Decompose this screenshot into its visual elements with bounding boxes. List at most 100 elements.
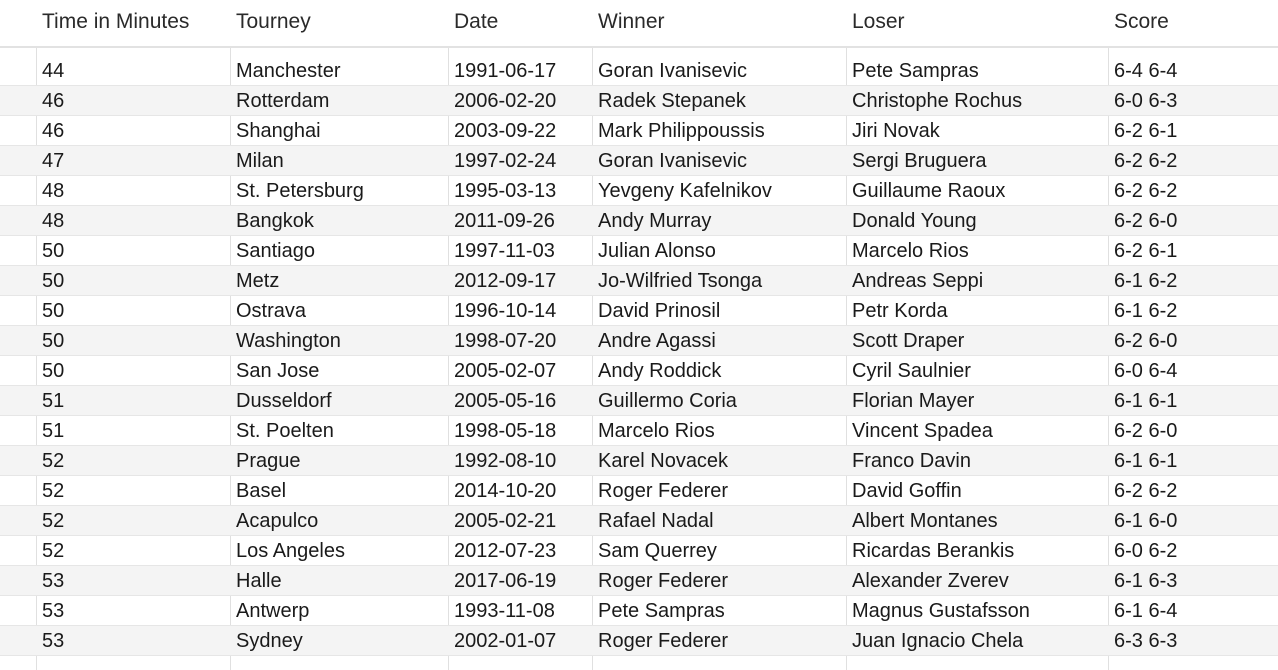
table-row[interactable]: 48 Bangkok 2011-09-26 Andy Murray Donald You… [0,206,1278,236]
cell-time: 46 [42,120,65,142]
column-header-loser[interactable]: Loser [852,10,905,33]
cell-tourney: Ostrava [236,300,307,322]
table-row[interactable]: 47 Milan 1997-02-24 Goran Ivanisevic Sergi B… [0,146,1278,176]
cell-score: 6-3 6-3 [1114,630,1178,652]
cell-time: 52 [42,480,65,502]
cell-score: 6-1 6-2 [1114,300,1178,322]
table-row[interactable]: 53 Sydney 2002-01-07 Roger Federer Juan Igna… [0,626,1278,656]
cell-score: 6-1 6-3 [1114,570,1178,592]
cell-tourney: St. Poelten [236,420,334,442]
column-header-time[interactable]: Time in Minutes [42,10,190,33]
cell-loser: Cyril Saulnier [852,360,971,382]
cell-winner: Radek Stepanek [598,90,746,112]
cell-winner: Roger Federer [598,570,729,592]
cell-loser: Guillaume Raoux [852,180,1006,202]
column-header-date[interactable]: Date [454,10,499,33]
cell-winner: Rafael Nadal [598,510,714,532]
cell-loser: Christophe Rochus [852,90,1023,112]
cell-winner: Julian Alonso [598,240,716,262]
cell-tourney: Santiago [236,240,315,262]
table-header: Time in Minutes Tourney Date Winner Lose… [0,0,1278,48]
cell-time: 53 [42,570,65,592]
table-row[interactable]: 52 Los Angeles 2012-07-23 Sam Querrey Ricard… [0,536,1278,566]
column-header-winner[interactable]: Winner [598,10,665,33]
cell-score: 6-2 6-1 [1114,120,1178,142]
cell-time: 50 [42,240,65,262]
column-header-score[interactable]: Score [1114,10,1169,33]
cell-date: 2012-07-23 [454,540,557,562]
cell-score: 6-2 6-0 [1114,210,1178,232]
cell-time: 52 [42,450,65,472]
table-row[interactable]: 50 San Jose 2005-02-07 Andy Roddick Cyril Sa… [0,356,1278,386]
table-row[interactable]: 51 Dusseldorf 2005-05-16 Guillermo Coria Flo… [0,386,1278,416]
cell-score: 6-1 6-1 [1114,450,1178,472]
table-body: 44 Manchester 1991-06-17 Goran Ivanisevic Pe… [0,56,1278,656]
cell-winner: Andre Agassi [598,330,716,352]
cell-score: 6-2 6-0 [1114,330,1178,352]
cell-date: 1998-07-20 [454,330,557,352]
cell-tourney: St. Petersburg [236,180,364,202]
cell-loser: Juan Ignacio Chela [852,630,1024,652]
cell-loser: Jiri Novak [852,120,940,142]
cell-tourney: Metz [236,270,280,292]
table-row[interactable]: 50 Santiago 1997-11-03 Julian Alonso Marcelo… [0,236,1278,266]
cell-date: 1997-02-24 [454,150,557,172]
cell-tourney: Bangkok [236,210,314,232]
cell-winner: Mark Philippoussis [598,120,765,142]
cell-tourney: Shanghai [236,120,321,142]
table-row[interactable]: 46 Shanghai 2003-09-22 Mark Philippoussis Ji… [0,116,1278,146]
cell-loser: Pete Sampras [852,60,979,82]
cell-loser: Albert Montanes [852,510,998,532]
cell-score: 6-0 6-3 [1114,90,1178,112]
cell-time: 52 [42,540,65,562]
cell-time: 53 [42,600,65,622]
cell-tourney: Sydney [236,630,303,652]
table-row[interactable]: 53 Antwerp 1993-11-08 Pete Sampras Magnus Gu… [0,596,1278,626]
cell-time: 48 [42,210,65,232]
cell-winner: Sam Querrey [598,540,717,562]
table-row[interactable]: 44 Manchester 1991-06-17 Goran Ivanisevic Pe… [0,56,1278,86]
cell-loser: Andreas Seppi [852,270,984,292]
cell-time: 50 [42,330,65,352]
cell-score: 6-1 6-2 [1114,270,1178,292]
cell-loser: Marcelo Rios [852,240,969,262]
cell-date: 1992-08-10 [454,450,557,472]
cell-loser: Sergi Bruguera [852,150,987,172]
cell-loser: Ricardas Berankis [852,540,1015,562]
table-row[interactable]: 52 Acapulco 2005-02-21 Rafael Nadal Albert M… [0,506,1278,536]
cell-loser: Scott Draper [852,330,965,352]
cell-time: 52 [42,510,65,532]
cell-winner: Marcelo Rios [598,420,715,442]
cell-date: 2012-09-17 [454,270,557,292]
table-row[interactable]: 50 Ostrava 1996-10-14 David Prinosil Petr Ko… [0,296,1278,326]
table-row[interactable]: 52 Prague 1992-08-10 Karel Novacek Franco Da… [0,446,1278,476]
table-row[interactable]: 50 Washington 1998-07-20 Andre Agassi Scott … [0,326,1278,356]
table-row[interactable]: 46 Rotterdam 2006-02-20 Radek Stepanek Chris… [0,86,1278,116]
cell-date: 1998-05-18 [454,420,557,442]
table-row[interactable]: 50 Metz 2012-09-17 Jo-Wilfried Tsonga Andrea… [0,266,1278,296]
cell-date: 2005-05-16 [454,390,557,412]
cell-tourney: Dusseldorf [236,390,332,412]
table-row[interactable]: 52 Basel 2014-10-20 Roger Federer David Goff… [0,476,1278,506]
column-header-tourney[interactable]: Tourney [236,10,311,33]
cell-tourney: Milan [236,150,284,172]
cell-score: 6-2 6-2 [1114,180,1178,202]
cell-tourney: Los Angeles [236,540,345,562]
cell-score: 6-2 6-0 [1114,420,1178,442]
cell-time: 50 [42,270,65,292]
cell-score: 6-2 6-1 [1114,240,1178,262]
cell-winner: Pete Sampras [598,600,725,622]
cell-score: 6-1 6-1 [1114,390,1178,412]
table-row[interactable]: 51 St. Poelten 1998-05-18 Marcelo Rios Vince… [0,416,1278,446]
cell-date: 2003-09-22 [454,120,557,142]
cell-date: 2011-09-26 [454,210,555,232]
cell-loser: Magnus Gustafsson [852,600,1030,622]
cell-date: 2017-06-19 [454,570,557,592]
table-row[interactable]: 53 Halle 2017-06-19 Roger Federer Alexander … [0,566,1278,596]
cell-loser: Vincent Spadea [852,420,993,442]
cell-score: 6-4 6-4 [1114,60,1178,82]
cell-loser: Alexander Zverev [852,570,1009,592]
table-row[interactable]: 48 St. Petersburg 1995-03-13 Yevgeny Kafeln… [0,176,1278,206]
cell-loser: David Goffin [852,480,962,502]
